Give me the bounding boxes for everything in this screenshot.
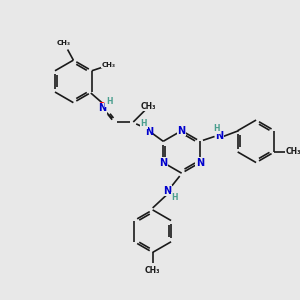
Text: CH₃: CH₃ bbox=[57, 40, 71, 46]
Text: N: N bbox=[159, 158, 167, 168]
Text: N: N bbox=[145, 127, 153, 136]
Text: N: N bbox=[178, 126, 186, 136]
Text: H: H bbox=[141, 119, 147, 128]
Text: N: N bbox=[215, 131, 223, 142]
Text: CH₃: CH₃ bbox=[145, 266, 161, 275]
Text: CH₃: CH₃ bbox=[286, 147, 300, 156]
Text: H: H bbox=[106, 97, 112, 106]
Text: O: O bbox=[97, 103, 106, 112]
Text: CH₃: CH₃ bbox=[101, 62, 115, 68]
Text: H: H bbox=[213, 124, 220, 133]
Text: H: H bbox=[172, 193, 178, 202]
Text: N: N bbox=[196, 158, 204, 168]
Text: N: N bbox=[163, 186, 171, 196]
Text: CH₃: CH₃ bbox=[141, 102, 157, 111]
Text: N: N bbox=[98, 103, 106, 113]
